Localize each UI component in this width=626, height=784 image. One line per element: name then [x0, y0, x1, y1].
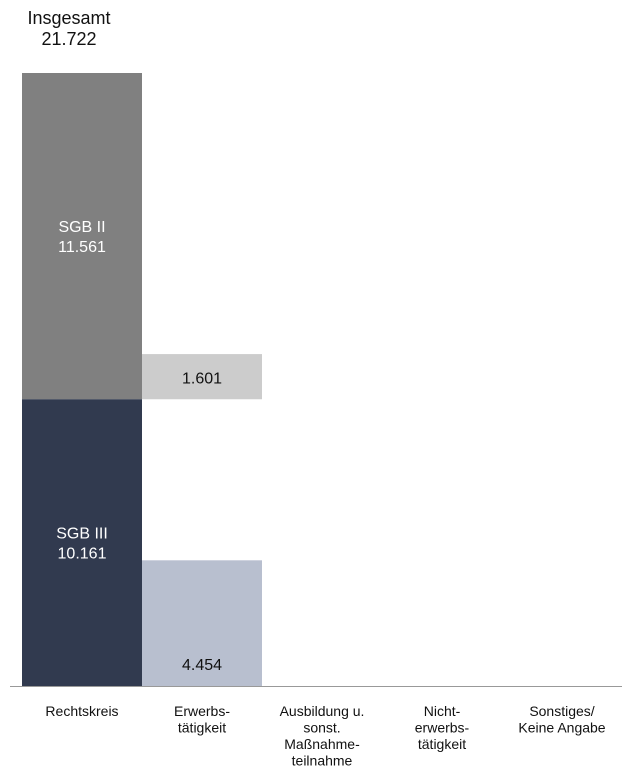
bar-sgb3-1: [142, 560, 262, 686]
total-title: Insgesamt: [27, 8, 111, 28]
x-tick-label-1: Erwerbs-tätigkeit: [174, 703, 230, 736]
label-sgb3-total: 10.161: [58, 546, 107, 563]
x-tick-label-0: Rechtskreis: [45, 703, 118, 719]
x-tick-label-2: Ausbildung u. sonst. Maßnahme-teilnahme: [280, 703, 365, 769]
x-tick-label-4: Sonstiges/Keine Angabe: [518, 703, 605, 736]
label-sgb2-name: SGB II: [58, 219, 105, 236]
x-tick-label-3: Nicht-erwerbs-tätigkeit: [415, 703, 470, 752]
label-sgb3-name: SGB III: [56, 526, 108, 543]
value-sgb2-1: 1.601: [182, 370, 222, 387]
total-label: Insgesamt 21.722: [14, 8, 124, 50]
bar-sgb3-total: [22, 399, 142, 686]
total-value: 21.722: [41, 29, 97, 49]
bar-sgb2-total: [22, 73, 142, 400]
label-sgb2-total: 11.561: [58, 239, 106, 256]
bar-sgb2-1: [142, 354, 262, 400]
value-sgb3-1: 4.454: [182, 657, 222, 674]
